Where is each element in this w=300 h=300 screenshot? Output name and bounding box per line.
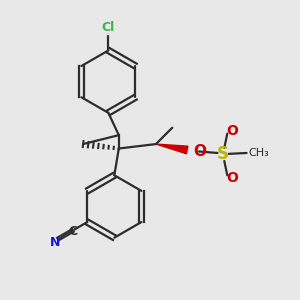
Text: Cl: Cl [102, 21, 115, 34]
Text: N: N [50, 236, 60, 249]
Text: C: C [69, 225, 78, 238]
Text: S: S [217, 146, 229, 164]
Text: O: O [226, 124, 238, 138]
Text: O: O [194, 144, 207, 159]
Polygon shape [156, 144, 188, 154]
Text: O: O [226, 171, 238, 185]
Text: CH₃: CH₃ [249, 148, 269, 158]
